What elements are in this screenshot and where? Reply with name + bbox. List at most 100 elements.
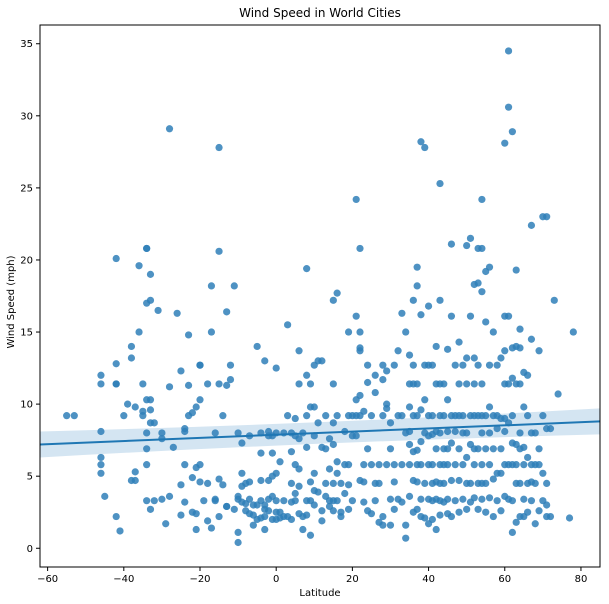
data-point	[444, 345, 452, 353]
data-point	[413, 446, 421, 454]
data-point	[352, 432, 360, 440]
data-point	[451, 497, 459, 505]
data-point	[386, 495, 395, 503]
data-point	[173, 309, 181, 317]
data-point	[428, 412, 436, 420]
data-point	[322, 479, 330, 487]
data-point	[211, 497, 219, 505]
data-point	[215, 247, 223, 255]
data-point	[428, 515, 436, 524]
plot-frame	[39, 24, 601, 568]
data-point	[211, 429, 219, 437]
data-point	[413, 412, 421, 420]
data-point	[447, 476, 456, 485]
data-point	[485, 461, 494, 469]
data-point	[188, 474, 196, 482]
data-point	[367, 412, 376, 420]
data-point	[146, 396, 155, 404]
data-point	[417, 437, 425, 446]
data-point	[470, 494, 478, 502]
data-point	[398, 461, 406, 469]
data-point	[299, 525, 307, 534]
data-point	[463, 429, 471, 437]
data-point	[192, 403, 200, 411]
data-point	[306, 478, 315, 486]
data-point	[207, 524, 216, 532]
data-point	[146, 296, 155, 304]
data-point	[432, 525, 440, 534]
data-point	[337, 479, 345, 487]
x-tick-label: 0	[273, 574, 279, 585]
data-point	[364, 361, 372, 369]
data-point	[360, 478, 368, 486]
y-tick-label: 0	[27, 544, 33, 555]
data-point	[146, 505, 155, 513]
data-point	[409, 361, 417, 369]
data-point	[386, 419, 395, 427]
data-point	[143, 445, 151, 453]
data-point	[253, 342, 261, 351]
data-point	[360, 461, 368, 469]
data-point	[466, 312, 475, 320]
data-point	[379, 412, 387, 420]
y-tick-label: 35	[20, 39, 33, 50]
data-point	[261, 512, 269, 521]
data-point	[257, 476, 265, 485]
data-point	[379, 376, 387, 384]
data-point	[405, 351, 414, 359]
y-tick-label: 10	[20, 400, 33, 411]
data-point	[447, 512, 456, 521]
data-point	[451, 361, 459, 369]
data-point	[223, 308, 231, 316]
data-point	[303, 443, 311, 451]
data-point	[447, 312, 456, 320]
data-point	[501, 347, 509, 355]
data-point	[223, 381, 231, 389]
data-point	[234, 429, 242, 437]
data-point	[508, 497, 516, 505]
data-point	[463, 380, 471, 388]
data-point	[329, 296, 337, 304]
data-point	[165, 492, 174, 500]
data-point	[405, 492, 414, 500]
data-point	[333, 469, 341, 477]
data-point	[440, 479, 448, 487]
data-point	[459, 461, 467, 469]
data-point	[249, 521, 257, 529]
data-point	[402, 534, 410, 542]
data-point	[504, 103, 513, 111]
data-point	[97, 380, 105, 388]
data-point	[512, 461, 520, 469]
data-point	[245, 495, 254, 503]
data-point	[535, 445, 543, 453]
data-point	[295, 465, 303, 473]
data-point	[287, 479, 296, 487]
data-point	[371, 388, 379, 397]
data-point	[169, 443, 177, 451]
data-point	[344, 481, 353, 489]
data-point	[535, 507, 543, 515]
data-point	[405, 461, 414, 469]
data-point	[543, 501, 551, 509]
data-point	[226, 361, 235, 369]
data-point	[135, 262, 143, 270]
data-point	[219, 412, 227, 420]
data-point	[444, 495, 452, 503]
data-point	[508, 374, 516, 382]
data-point	[143, 461, 151, 469]
data-point	[470, 461, 478, 469]
data-point	[230, 505, 238, 513]
data-point	[371, 371, 379, 379]
data-point	[314, 419, 322, 427]
data-point	[356, 391, 364, 400]
data-point	[474, 445, 482, 453]
data-point	[459, 412, 467, 420]
data-point	[333, 497, 341, 505]
data-point	[489, 475, 497, 483]
data-point	[531, 429, 539, 437]
data-point	[379, 521, 387, 529]
data-point	[101, 492, 109, 500]
data-point	[215, 380, 223, 388]
data-point	[215, 475, 223, 483]
